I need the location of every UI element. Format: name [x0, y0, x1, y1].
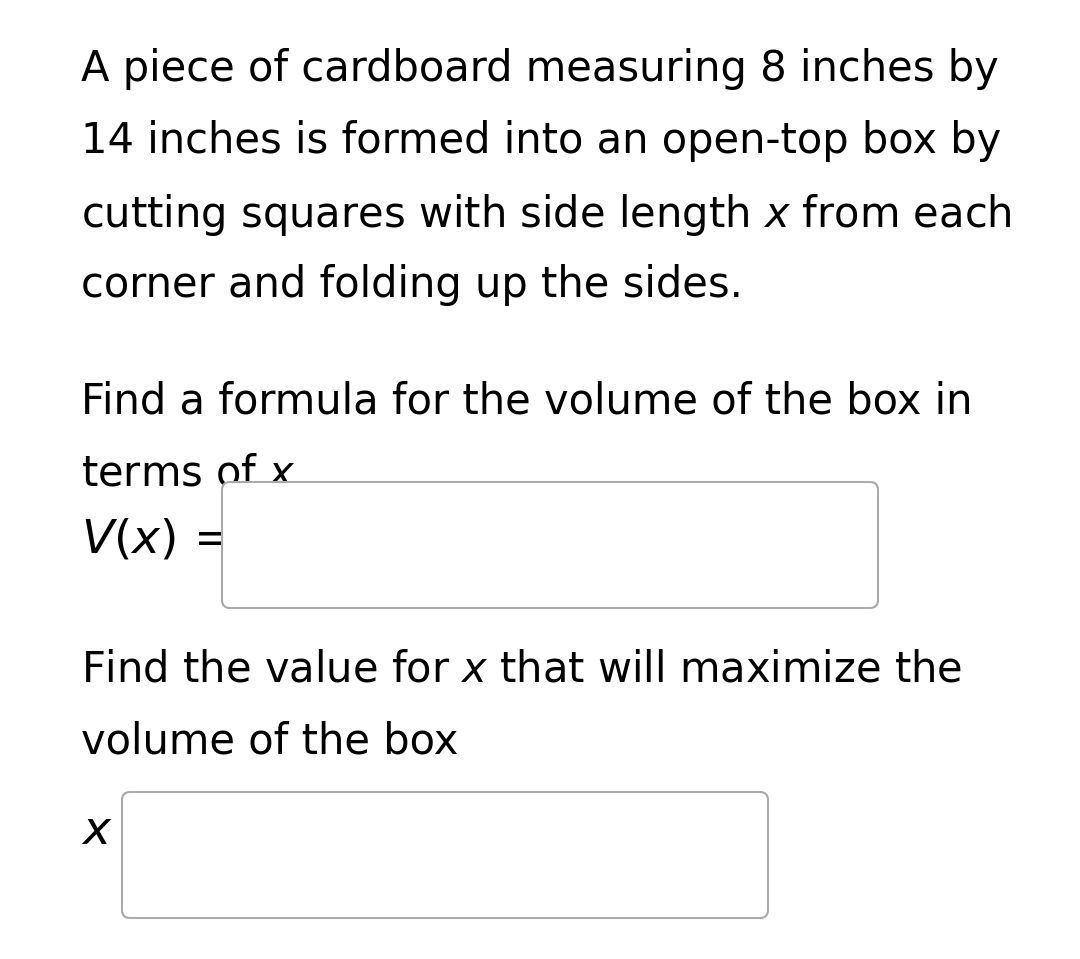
FancyBboxPatch shape	[122, 792, 768, 918]
Text: 14 inches is formed into an open-top box by: 14 inches is formed into an open-top box…	[81, 120, 1001, 162]
Text: $x$ =: $x$ =	[81, 809, 162, 854]
Text: $V(x)$ =: $V(x)$ =	[81, 518, 230, 563]
Text: A piece of cardboard measuring 8 inches by: A piece of cardboard measuring 8 inches …	[81, 48, 999, 90]
FancyBboxPatch shape	[222, 482, 878, 608]
Text: cutting squares with side length $x$ from each: cutting squares with side length $x$ fro…	[81, 192, 1012, 238]
Text: Find the value for $x$ that will maximize the: Find the value for $x$ that will maximiz…	[81, 648, 962, 690]
Text: corner and folding up the sides.: corner and folding up the sides.	[81, 264, 743, 306]
Text: Find a formula for the volume of the box in: Find a formula for the volume of the box…	[81, 380, 972, 422]
Text: terms of $x$: terms of $x$	[81, 452, 296, 494]
Text: volume of the box: volume of the box	[81, 720, 458, 762]
